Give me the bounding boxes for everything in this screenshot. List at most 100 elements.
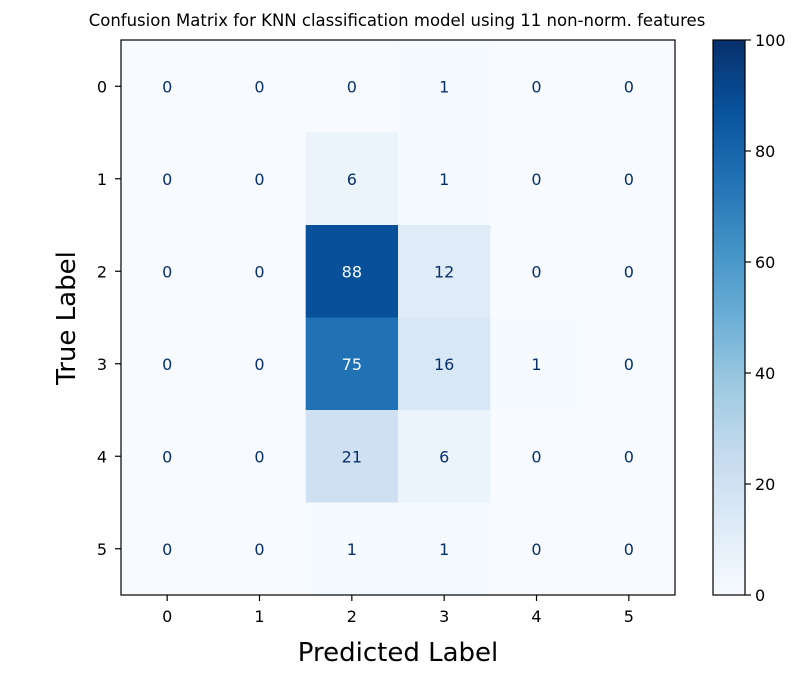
heatmap-cell [121, 502, 214, 596]
cell-value-label: 0 [254, 77, 264, 96]
cell-value-label: 0 [347, 77, 357, 96]
cell-value-label: 16 [434, 355, 454, 374]
cell-value-label: 12 [434, 262, 454, 281]
heatmap-cell [213, 410, 307, 503]
x-tick-label: 4 [531, 607, 541, 626]
heatmap-cell [305, 317, 399, 411]
heatmap-cell [305, 40, 399, 133]
x-axis-label: Predicted Label [298, 638, 498, 668]
x-tick-label: 1 [254, 607, 264, 626]
cell-value-label: 75 [342, 355, 362, 374]
cell-value-label: 0 [531, 447, 541, 466]
cell-value-label: 1 [347, 540, 357, 559]
heatmap-cell [213, 317, 307, 411]
colorbar-tick-label: 20 [755, 475, 775, 494]
cell-value-label: 0 [162, 355, 172, 374]
cell-value-label: 0 [531, 77, 541, 96]
colorbar [712, 39, 746, 596]
cell-value-label: 0 [624, 447, 634, 466]
cell-value-label: 6 [347, 170, 357, 189]
cell-value-label: 1 [439, 77, 449, 96]
colorbar-ticks: 0 20 40 60 80 100 [745, 31, 786, 605]
colorbar-tick-label: 40 [755, 364, 775, 383]
heatmap-cell [490, 132, 584, 226]
heatmap-cell [398, 410, 491, 503]
cell-value-label: 0 [162, 447, 172, 466]
heatmap-cell [490, 410, 584, 503]
heatmap-cell [121, 317, 214, 411]
x-tick-label: 0 [162, 607, 172, 626]
cell-value-label: 0 [254, 447, 264, 466]
heatmap-cell [121, 225, 214, 318]
heatmap-cell [121, 132, 214, 226]
heatmap-cell [305, 225, 399, 318]
cell-value-label: 0 [624, 355, 634, 374]
cell-value-label: 1 [531, 355, 541, 374]
cell-value-label: 0 [624, 77, 634, 96]
cell-value-label: 0 [531, 262, 541, 281]
heatmap-cell [305, 132, 399, 226]
cell-value-label: 0 [531, 170, 541, 189]
cell-value-label: 6 [439, 447, 449, 466]
heatmap-cell [305, 502, 399, 596]
heatmap-cell [582, 132, 676, 226]
heatmap-cell [121, 410, 214, 503]
heatmap-cell [490, 317, 584, 411]
y-tick-label: 1 [97, 170, 107, 189]
heatmap-cell [213, 132, 307, 226]
y-tick-label: 3 [97, 355, 107, 374]
heatmap-cell [398, 40, 491, 133]
cell-value-label: 0 [624, 170, 634, 189]
cell-value-label: 0 [254, 540, 264, 559]
heatmap-cell [213, 225, 307, 318]
cell-value-label: 0 [162, 170, 172, 189]
cell-value-label: 1 [439, 170, 449, 189]
heatmap-cell [398, 132, 491, 226]
cell-value-label: 0 [254, 170, 264, 189]
heatmap-cell [490, 502, 584, 596]
cell-value-label: 21 [342, 447, 362, 466]
heatmap-cell [213, 40, 307, 133]
cell-value-label: 0 [531, 540, 541, 559]
heatmap-cell [121, 40, 214, 133]
heatmap-cell [582, 225, 676, 318]
y-tick-label: 0 [97, 77, 107, 96]
cell-value-label: 0 [254, 262, 264, 281]
heatmap-cell [582, 502, 676, 596]
cell-value-label: 0 [162, 77, 172, 96]
cell-value-label: 1 [439, 540, 449, 559]
heatmap-cells: 0 0 0 1 0 0 0 0 6 1 0 0 0 0 88 12 0 0 0 0 75 16 1 0 0 0 21 6 0 0 0 0 1 1 0… [121, 40, 676, 596]
y-axis-ticks: 0 1 2 3 4 5 [97, 77, 121, 559]
colorbar-tick-label: 100 [755, 31, 786, 50]
plot-frame [120, 39, 676, 596]
y-tick-label: 4 [97, 447, 107, 466]
y-tick-label: 2 [97, 262, 107, 281]
colorbar-tick-label: 80 [755, 142, 775, 161]
cell-value-label: 0 [624, 262, 634, 281]
heatmap-cell [398, 317, 491, 411]
y-axis-label: True Label [52, 251, 82, 386]
y-tick-label: 5 [97, 540, 107, 559]
x-tick-label: 2 [347, 607, 357, 626]
cell-value-label: 0 [624, 540, 634, 559]
cell-value-label: 0 [162, 262, 172, 281]
x-axis-ticks: 0 1 2 3 4 5 [162, 595, 634, 626]
heatmap-cell [582, 410, 676, 503]
x-tick-label: 5 [624, 607, 634, 626]
heatmap-cell [490, 225, 584, 318]
heatmap-cell [305, 410, 399, 503]
heatmap-cell [490, 40, 584, 133]
heatmap-cell [398, 502, 491, 596]
heatmap-cell [213, 502, 307, 596]
cell-value-label: 0 [254, 355, 264, 374]
cell-value-label: 88 [342, 262, 362, 281]
heatmap-cell [582, 317, 676, 411]
colorbar-tick-label: 60 [755, 253, 775, 272]
colorbar-tick-label: 0 [755, 586, 765, 605]
cell-value-label: 0 [162, 540, 172, 559]
heatmap-cell [582, 40, 676, 133]
heatmap-cell [398, 225, 491, 318]
chart-title: Confusion Matrix for KNN classification … [89, 11, 706, 30]
x-tick-label: 3 [439, 607, 449, 626]
